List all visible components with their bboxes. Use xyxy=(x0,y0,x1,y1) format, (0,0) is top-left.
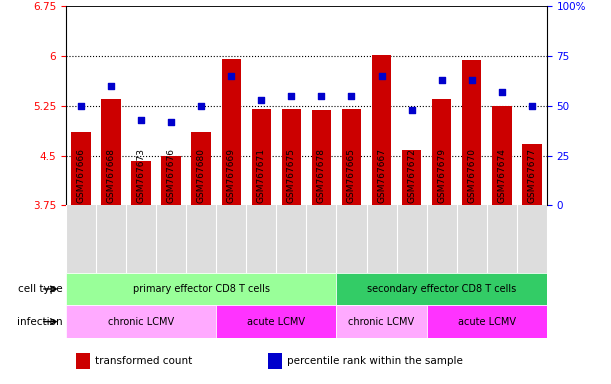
Point xyxy=(106,83,116,89)
Bar xyxy=(312,110,331,205)
Point xyxy=(527,103,536,109)
Point xyxy=(196,103,206,109)
Point xyxy=(316,93,326,99)
Point xyxy=(497,89,507,95)
Bar xyxy=(76,353,90,369)
Bar xyxy=(191,132,211,205)
Bar xyxy=(426,305,547,338)
Text: chronic LCMV: chronic LCMV xyxy=(108,316,174,327)
Bar xyxy=(71,132,91,205)
Bar xyxy=(432,99,452,205)
Bar xyxy=(66,273,337,305)
Bar xyxy=(161,156,181,205)
Point xyxy=(467,76,477,83)
Bar xyxy=(342,109,361,205)
Point xyxy=(227,73,236,79)
Text: chronic LCMV: chronic LCMV xyxy=(348,316,415,327)
Point xyxy=(166,119,176,125)
Bar xyxy=(66,305,216,338)
Text: infection: infection xyxy=(17,316,63,327)
Point xyxy=(437,76,447,83)
Bar xyxy=(282,109,301,205)
Text: percentile rank within the sample: percentile rank within the sample xyxy=(287,356,463,366)
Bar xyxy=(131,161,151,205)
Point xyxy=(346,93,356,99)
Bar xyxy=(337,305,426,338)
Bar xyxy=(268,353,282,369)
Bar xyxy=(252,109,271,205)
Text: acute LCMV: acute LCMV xyxy=(247,316,306,327)
Text: acute LCMV: acute LCMV xyxy=(458,316,516,327)
Point xyxy=(136,116,146,122)
Text: transformed count: transformed count xyxy=(95,356,192,366)
Bar xyxy=(462,60,481,205)
Bar xyxy=(337,273,547,305)
Point xyxy=(76,103,86,109)
Bar xyxy=(402,150,422,205)
Text: primary effector CD8 T cells: primary effector CD8 T cells xyxy=(133,284,269,294)
Text: secondary effector CD8 T cells: secondary effector CD8 T cells xyxy=(367,284,516,294)
Text: cell type: cell type xyxy=(18,284,63,294)
Bar xyxy=(522,144,541,205)
Point xyxy=(376,73,386,79)
Point xyxy=(257,96,266,103)
Bar xyxy=(492,106,511,205)
Bar xyxy=(371,55,391,205)
Bar xyxy=(101,99,121,205)
Point xyxy=(407,106,417,113)
Bar xyxy=(222,59,241,205)
Point xyxy=(287,93,296,99)
Bar xyxy=(216,305,337,338)
